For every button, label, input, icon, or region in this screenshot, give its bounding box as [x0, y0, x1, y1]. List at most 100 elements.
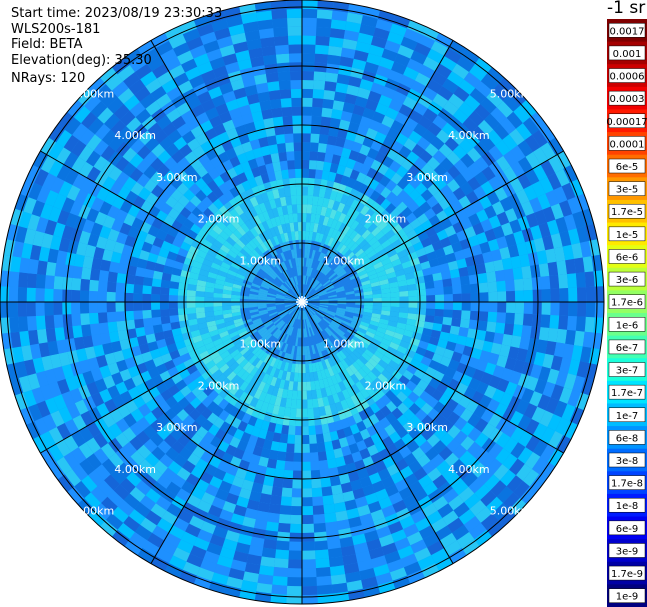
field-cell — [542, 235, 554, 251]
field-cell — [406, 88, 422, 102]
field-cell — [291, 277, 296, 286]
field-cell — [159, 48, 177, 64]
field-cell — [263, 117, 275, 129]
field-cell — [195, 290, 205, 297]
ring-label: 5.00km — [490, 87, 532, 100]
field-cell — [211, 18, 229, 32]
field-cell — [310, 380, 316, 391]
field-cell — [229, 406, 240, 418]
field-cell — [531, 456, 548, 475]
field-cell — [237, 172, 248, 184]
field-cell — [374, 131, 387, 144]
field-cell — [204, 127, 218, 141]
field-cell — [88, 302, 98, 314]
field-cell — [331, 333, 340, 342]
field-cell — [448, 359, 460, 371]
field-cell — [285, 142, 295, 152]
field-cell — [446, 179, 461, 193]
field-cell — [421, 26, 440, 41]
field-cell — [368, 472, 382, 485]
field-cell — [346, 354, 356, 365]
field-cell — [283, 260, 290, 270]
colorbar-tick-label: 3e-9 — [616, 546, 639, 557]
field-cell — [6, 223, 19, 242]
field-cell — [30, 244, 42, 261]
field-cell — [229, 436, 241, 449]
field-cell — [326, 310, 336, 315]
field-cell — [190, 104, 206, 118]
field-cell — [361, 337, 372, 346]
field-cell — [236, 96, 250, 108]
field-cell — [145, 398, 159, 412]
field-cell — [196, 567, 215, 581]
field-cell — [258, 391, 267, 402]
field-cell — [213, 292, 223, 298]
field-cell — [486, 519, 505, 537]
field-cell — [216, 517, 231, 531]
field-cell — [278, 442, 288, 453]
field-cell — [115, 302, 125, 312]
field-cell — [197, 438, 211, 451]
field-cell — [465, 337, 476, 348]
field-cell — [513, 359, 526, 374]
field-cell — [267, 324, 276, 332]
field-cell — [230, 246, 240, 256]
instrument-label: WLS200s-181 — [11, 22, 101, 37]
field-cell — [305, 275, 309, 285]
field-cell — [106, 302, 116, 313]
field-cell — [151, 309, 161, 318]
field-cell — [486, 90, 503, 108]
field-cell — [84, 244, 97, 258]
field-cell — [240, 431, 252, 443]
field-cell — [119, 390, 133, 405]
field-cell — [312, 259, 318, 269]
field-cell — [442, 316, 453, 326]
field-cell — [222, 257, 233, 266]
field-cell — [367, 147, 379, 160]
field-cell — [294, 443, 302, 453]
field-cell — [380, 288, 391, 294]
field-cell — [298, 284, 301, 294]
field-cell — [250, 285, 260, 291]
field-cell — [380, 394, 392, 406]
field-cell — [161, 272, 172, 282]
field-cell — [292, 381, 298, 391]
field-cell — [461, 539, 480, 556]
field-cell — [512, 204, 526, 220]
field-cell — [335, 341, 344, 351]
field-cell — [294, 159, 302, 169]
field-cell — [307, 288, 315, 296]
field-cell — [358, 409, 369, 421]
field-cell — [143, 424, 157, 439]
field-cell — [254, 175, 264, 186]
field-cell — [370, 281, 381, 288]
field-cell — [196, 279, 207, 287]
field-cell — [132, 395, 146, 409]
field-cell — [430, 265, 442, 275]
field-cell — [211, 496, 226, 510]
field-cell — [286, 8, 302, 19]
field-cell — [222, 240, 233, 250]
field-cell — [327, 538, 341, 550]
field-cell — [159, 136, 174, 151]
field-cell — [191, 385, 203, 398]
field-cell — [276, 206, 284, 217]
field-cell — [274, 558, 289, 569]
field-cell — [318, 242, 325, 253]
field-cell — [306, 204, 313, 214]
field-cell — [71, 302, 81, 315]
field-cell — [248, 239, 258, 250]
field-cell — [258, 328, 268, 336]
field-cell — [479, 302, 489, 312]
field-cell — [502, 182, 516, 198]
field-cell — [563, 164, 578, 183]
field-cell — [380, 405, 392, 417]
field-cell — [123, 213, 136, 227]
field-cell — [272, 267, 280, 276]
field-cell — [443, 286, 453, 295]
field-cell — [110, 119, 127, 136]
field-cell — [310, 305, 319, 310]
field-cell — [136, 144, 152, 160]
field-cell — [290, 399, 297, 409]
field-cell — [318, 215, 325, 225]
